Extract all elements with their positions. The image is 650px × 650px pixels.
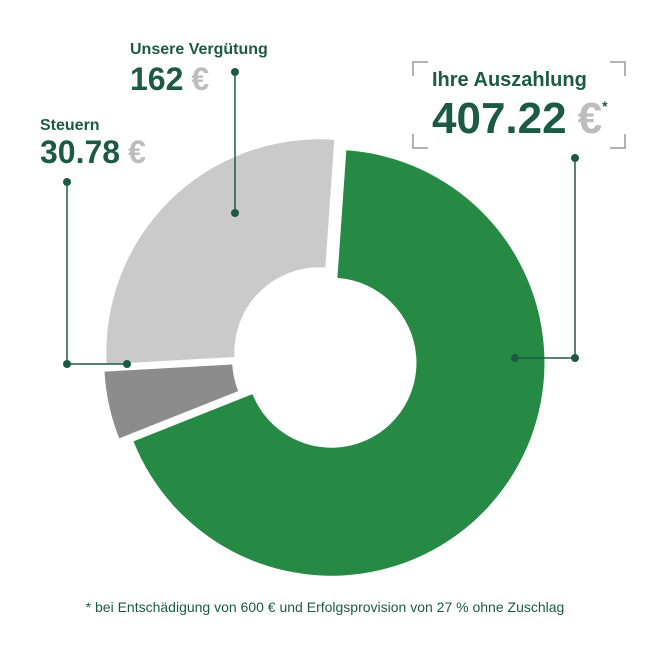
leader-dot <box>571 354 579 362</box>
bracket <box>412 61 626 149</box>
segment-name: Steuern <box>40 117 100 134</box>
donut-slice <box>106 139 335 365</box>
value-number: 407.22 <box>432 94 567 143</box>
value-unit: € <box>128 134 146 170</box>
leader-dot <box>63 360 71 368</box>
leader-dot <box>571 154 579 162</box>
leader-dot <box>511 354 519 362</box>
bracket-corner <box>412 61 428 76</box>
footnote: * bei Entschädigung von 600 € und Erfolg… <box>86 599 565 615</box>
donut-slice <box>104 364 239 439</box>
segment-value: 407.22 €* <box>432 94 608 143</box>
segment-name: Unsere Vergütung <box>130 41 268 58</box>
leader-dot <box>63 178 71 186</box>
value-number: 30.78 <box>40 134 120 170</box>
leader-dot <box>123 360 131 368</box>
leader-dot <box>231 68 239 76</box>
segment-name: Ihre Auszahlung <box>432 69 587 91</box>
leader-dot <box>231 209 239 217</box>
segment-value: 162 € <box>130 61 209 97</box>
bracket-corner <box>610 134 626 149</box>
value-unit: € <box>191 61 209 97</box>
donut-slice <box>133 150 545 576</box>
value-unit: € <box>578 94 602 143</box>
note-marker: * <box>602 98 608 114</box>
value-number: 162 <box>130 61 183 97</box>
bracket-corner <box>610 61 626 76</box>
segment-value: 30.78 € <box>40 134 146 170</box>
bracket-corner <box>412 134 428 149</box>
